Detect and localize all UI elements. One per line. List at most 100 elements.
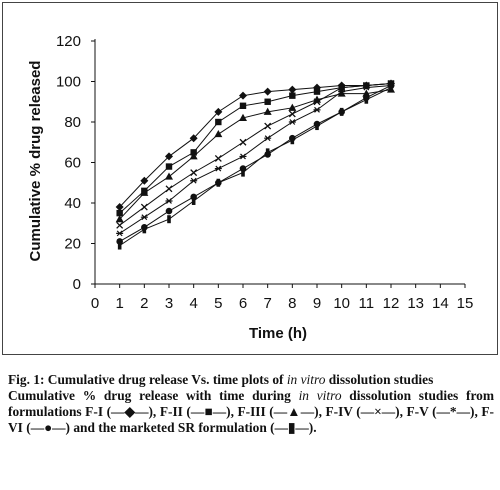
- data-point-star: [140, 214, 148, 221]
- series-f-iii: [115, 85, 395, 223]
- y-tick-label: 0: [73, 276, 81, 293]
- data-point-x: [288, 110, 296, 118]
- data-point-triangle: [165, 172, 173, 180]
- figure-title-suffix: dissolution studies: [325, 372, 434, 387]
- data-point-square: [239, 102, 247, 109]
- data-point-star: [116, 230, 124, 237]
- x-tick-label: 12: [383, 295, 400, 312]
- y-tick-label: 60: [64, 155, 81, 172]
- data-point-bar: [389, 83, 393, 92]
- x-tick-label: 3: [165, 295, 173, 312]
- series-line: [119, 85, 392, 242]
- x-tick-label: 0: [91, 295, 99, 312]
- figure-title-italic: in vitro: [286, 372, 326, 387]
- x-tick-label: 7: [263, 295, 271, 312]
- data-point-star: [288, 119, 296, 125]
- y-tick-label: 40: [64, 195, 81, 212]
- series-line: [119, 83, 392, 208]
- data-point-x: [313, 98, 321, 106]
- data-point-star: [338, 88, 346, 95]
- figure-description-suffix: dissolution studies from formulations F-…: [8, 388, 495, 435]
- x-tick-label: 10: [333, 295, 350, 312]
- data-point-star: [190, 177, 198, 184]
- data-point-bar: [216, 178, 221, 187]
- data-point-triangle: [239, 113, 247, 121]
- data-point-x: [116, 221, 124, 229]
- data-point-star: [165, 198, 173, 204]
- data-point-diamond: [288, 85, 297, 94]
- data-point-square: [289, 92, 296, 99]
- y-tick-label: 120: [56, 33, 81, 50]
- x-tick-label: 14: [432, 295, 449, 312]
- figure-description: Cumulative % drug release with time duri…: [8, 388, 494, 436]
- figure-description-prefix: Cumulative % drug release with time duri…: [8, 388, 299, 403]
- data-point-diamond: [140, 176, 149, 185]
- x-tick-label: 8: [288, 295, 296, 312]
- x-tick-label: 9: [313, 295, 321, 312]
- data-point-star: [264, 135, 272, 142]
- series-f-iv: [116, 80, 395, 229]
- data-point-diamond: [239, 91, 247, 100]
- data-point-triangle: [140, 188, 149, 196]
- x-tick-label: 15: [457, 295, 474, 312]
- data-point-square: [313, 88, 321, 95]
- data-point-triangle: [362, 89, 371, 97]
- chart-frame: 0 20 40 60 80 100 120 0 1 2 3 4 5 6 7 8 9 10 11 12 13 14 15 Cu…: [2, 2, 498, 355]
- series-line: [119, 85, 392, 234]
- data-point-bar: [265, 148, 270, 157]
- y-tick-label: 20: [64, 236, 81, 253]
- data-point-star: [313, 106, 321, 113]
- series-line: [119, 89, 392, 220]
- series-marketed-sr-formulation: [117, 83, 393, 250]
- figure-description-italic: in vitro: [298, 388, 342, 403]
- data-point-bar: [315, 122, 319, 131]
- data-point-bar: [339, 107, 344, 116]
- series-line: [119, 83, 392, 214]
- x-tick-label: 2: [140, 295, 148, 312]
- data-point-star: [362, 84, 370, 91]
- data-point-star: [239, 153, 247, 160]
- data-point-square: [116, 209, 123, 217]
- y-tick-label: 100: [56, 74, 81, 91]
- y-tick-label: 80: [64, 114, 81, 131]
- figure-title-prefix: Fig. 1: Cumulative drug release Vs. time…: [8, 372, 287, 387]
- x-tick-label: 4: [189, 295, 197, 312]
- data-point-bar: [364, 95, 369, 104]
- data-point-bar: [142, 225, 147, 234]
- data-point-triangle: [115, 215, 124, 223]
- data-point-x: [190, 169, 198, 177]
- data-point-bar: [241, 168, 245, 177]
- data-point-bar: [117, 241, 122, 250]
- data-point-square: [264, 98, 271, 105]
- data-point-x: [239, 138, 247, 146]
- series-line: [119, 83, 392, 226]
- data-point-triangle: [288, 103, 297, 111]
- data-point-x: [140, 203, 148, 211]
- figure-title: Fig. 1: Cumulative drug release Vs. time…: [8, 372, 494, 388]
- data-point-triangle: [214, 129, 223, 138]
- figure-caption: Fig. 1: Cumulative drug release Vs. time…: [8, 372, 494, 436]
- x-axis-label: Time (h): [249, 325, 307, 342]
- data-point-star: [214, 165, 222, 172]
- data-point-diamond: [214, 107, 223, 116]
- data-point-square: [165, 163, 173, 170]
- data-point-triangle: [263, 107, 272, 115]
- data-point-circle: [165, 207, 173, 215]
- data-point-diamond: [115, 203, 124, 212]
- data-point-bar: [191, 196, 196, 205]
- data-point-diamond: [263, 87, 272, 96]
- series-layer: [115, 79, 395, 250]
- y-axis-label: Cumulative % drug released: [27, 61, 44, 262]
- series-f-v: [116, 82, 395, 237]
- data-point-bar: [167, 215, 171, 224]
- x-tick-label: 13: [407, 295, 424, 312]
- x-tick-label: 11: [359, 295, 375, 312]
- data-point-x: [214, 154, 222, 162]
- data-point-x: [165, 185, 173, 193]
- x-tick-label: 6: [239, 295, 247, 312]
- series-f-i: [115, 79, 395, 212]
- x-tick-label: 1: [115, 295, 123, 312]
- series-line: [119, 87, 392, 246]
